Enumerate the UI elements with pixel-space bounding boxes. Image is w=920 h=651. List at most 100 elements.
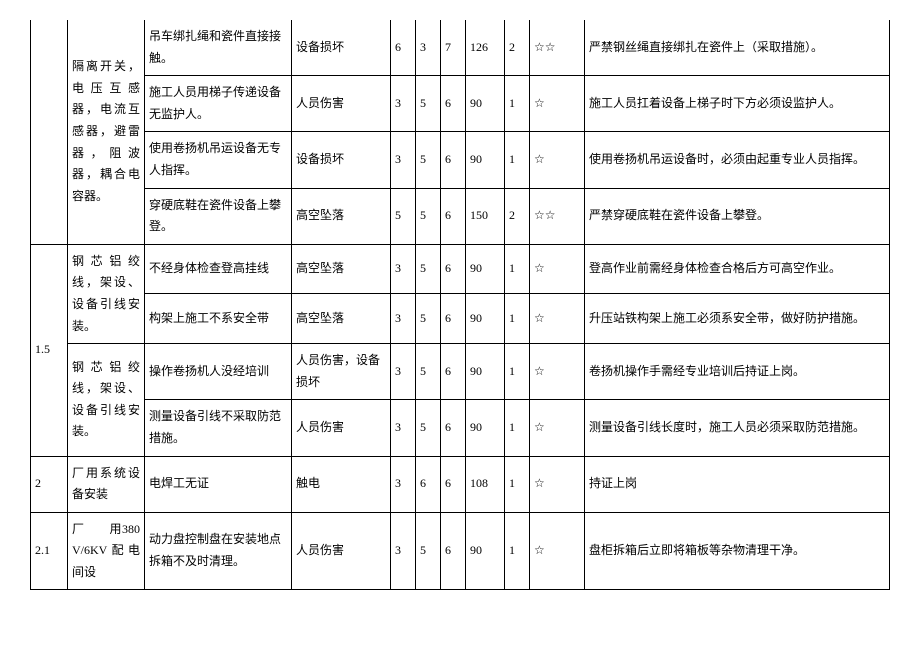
cell-star: ☆	[530, 456, 585, 512]
cell-star: ☆	[530, 400, 585, 456]
cell-E: 5	[416, 400, 441, 456]
cell-consequence: 高空坠落	[292, 294, 391, 344]
cell-measure: 登高作业前需经身体检查合格后方可高空作业。	[585, 244, 890, 294]
cell-consequence: 触电	[292, 456, 391, 512]
cell-E: 5	[416, 294, 441, 344]
cell-E: 5	[416, 512, 441, 590]
table-row: 2.1 厂 用380V/6KV配电间设 动力盘控制盘在安装地点拆箱不及时清理。 …	[31, 512, 890, 590]
risk-table: 隔离开关，电压互感器，电流互感器，避雷器，阻波器，耦合电容器。 吊车绑扎绳和瓷件…	[30, 20, 890, 590]
cell-L: 3	[391, 132, 416, 188]
cell-hazard: 吊车绑扎绳和瓷件直接接触。	[145, 20, 292, 76]
cell-hazard: 施工人员用梯子传递设备无监护人。	[145, 76, 292, 132]
cell-hazard: 动力盘控制盘在安装地点拆箱不及时清理。	[145, 512, 292, 590]
cell-consequence: 人员伤害	[292, 512, 391, 590]
cell-C: 6	[441, 76, 466, 132]
cell-D: 90	[466, 400, 505, 456]
cell-E: 5	[416, 188, 441, 244]
cell-star: ☆☆	[530, 20, 585, 76]
cell-star: ☆	[530, 132, 585, 188]
table-row: 构架上施工不系安全带 高空坠落 3 5 6 90 1 ☆ 升压站铁构架上施工必须…	[31, 294, 890, 344]
cell-L: 6	[391, 20, 416, 76]
cell-measure: 测量设备引线长度时，施工人员必须采取防范措施。	[585, 400, 890, 456]
cell-D: 90	[466, 132, 505, 188]
cell-E: 3	[416, 20, 441, 76]
table-row: 隔离开关，电压互感器，电流互感器，避雷器，阻波器，耦合电容器。 吊车绑扎绳和瓷件…	[31, 20, 890, 76]
cell-star: ☆	[530, 294, 585, 344]
cell-star: ☆	[530, 244, 585, 294]
cell-idx: 1.5	[31, 244, 68, 456]
cell-E: 5	[416, 132, 441, 188]
cell-D: 126	[466, 20, 505, 76]
cell-C: 6	[441, 456, 466, 512]
cell-consequence: 高空坠落	[292, 244, 391, 294]
cell-level: 1	[505, 344, 530, 400]
cell-level: 1	[505, 294, 530, 344]
cell-measure: 施工人员扛着设备上梯子时下方必须设监护人。	[585, 76, 890, 132]
table-row: 1.5 钢芯铝绞线，架设、设备引线安装。 不经身体检查登高挂线 高空坠落 3 5…	[31, 244, 890, 294]
cell-star: ☆	[530, 344, 585, 400]
table-row: 钢芯铝绞线，架设、设备引线安装。 操作卷扬机人没经培训 人员伤害，设备损坏 3 …	[31, 344, 890, 400]
cell-D: 90	[466, 244, 505, 294]
cell-consequence: 人员伤害	[292, 76, 391, 132]
cell-hazard: 构架上施工不系安全带	[145, 294, 292, 344]
cell-consequence: 设备损坏	[292, 20, 391, 76]
cell-item: 钢芯铝绞线，架设、设备引线安装。	[68, 344, 145, 456]
cell-hazard: 电焊工无证	[145, 456, 292, 512]
cell-L: 3	[391, 76, 416, 132]
cell-measure: 卷扬机操作手需经专业培训后持证上岗。	[585, 344, 890, 400]
cell-measure: 严禁钢丝绳直接绑扎在瓷件上（采取措施）。	[585, 20, 890, 76]
cell-measure: 升压站铁构架上施工必须系安全带，做好防护措施。	[585, 294, 890, 344]
cell-measure: 盘柜拆箱后立即将箱板等杂物清理干净。	[585, 512, 890, 590]
cell-level: 1	[505, 244, 530, 294]
cell-idx	[31, 20, 68, 244]
cell-level: 1	[505, 456, 530, 512]
cell-hazard: 使用卷扬机吊运设备无专人指挥。	[145, 132, 292, 188]
cell-measure: 持证上岗	[585, 456, 890, 512]
cell-E: 5	[416, 344, 441, 400]
cell-consequence: 设备损坏	[292, 132, 391, 188]
table-row: 使用卷扬机吊运设备无专人指挥。 设备损坏 3 5 6 90 1 ☆ 使用卷扬机吊…	[31, 132, 890, 188]
cell-C: 6	[441, 244, 466, 294]
cell-C: 6	[441, 400, 466, 456]
cell-hazard: 不经身体检查登高挂线	[145, 244, 292, 294]
table-row: 测量设备引线不采取防范措施。 人员伤害 3 5 6 90 1 ☆ 测量设备引线长…	[31, 400, 890, 456]
cell-C: 6	[441, 512, 466, 590]
cell-L: 3	[391, 244, 416, 294]
cell-D: 90	[466, 512, 505, 590]
cell-level: 2	[505, 188, 530, 244]
cell-hazard: 穿硬底鞋在瓷件设备上攀登。	[145, 188, 292, 244]
table-row: 2 厂用系统设备安装 电焊工无证 触电 3 6 6 108 1 ☆ 持证上岗	[31, 456, 890, 512]
cell-L: 3	[391, 344, 416, 400]
cell-measure: 严禁穿硬底鞋在瓷件设备上攀登。	[585, 188, 890, 244]
cell-item: 隔离开关，电压互感器，电流互感器，避雷器，阻波器，耦合电容器。	[68, 20, 145, 244]
cell-C: 6	[441, 294, 466, 344]
cell-level: 2	[505, 20, 530, 76]
cell-C: 6	[441, 188, 466, 244]
cell-idx: 2.1	[31, 512, 68, 590]
cell-hazard: 测量设备引线不采取防范措施。	[145, 400, 292, 456]
cell-L: 5	[391, 188, 416, 244]
cell-item: 厂 用380V/6KV配电间设	[68, 512, 145, 590]
cell-L: 3	[391, 512, 416, 590]
cell-E: 6	[416, 456, 441, 512]
cell-level: 1	[505, 512, 530, 590]
cell-consequence: 人员伤害	[292, 400, 391, 456]
cell-C: 7	[441, 20, 466, 76]
cell-D: 90	[466, 76, 505, 132]
cell-item: 厂用系统设备安装	[68, 456, 145, 512]
cell-item: 钢芯铝绞线，架设、设备引线安装。	[68, 244, 145, 343]
cell-star: ☆	[530, 76, 585, 132]
cell-hazard: 操作卷扬机人没经培训	[145, 344, 292, 400]
cell-C: 6	[441, 132, 466, 188]
cell-L: 3	[391, 456, 416, 512]
cell-star: ☆	[530, 512, 585, 590]
cell-consequence: 人员伤害，设备损坏	[292, 344, 391, 400]
cell-E: 5	[416, 76, 441, 132]
cell-level: 1	[505, 76, 530, 132]
cell-measure: 使用卷扬机吊运设备时，必须由起重专业人员指挥。	[585, 132, 890, 188]
cell-D: 150	[466, 188, 505, 244]
cell-D: 108	[466, 456, 505, 512]
cell-D: 90	[466, 294, 505, 344]
cell-star: ☆☆	[530, 188, 585, 244]
cell-consequence: 高空坠落	[292, 188, 391, 244]
